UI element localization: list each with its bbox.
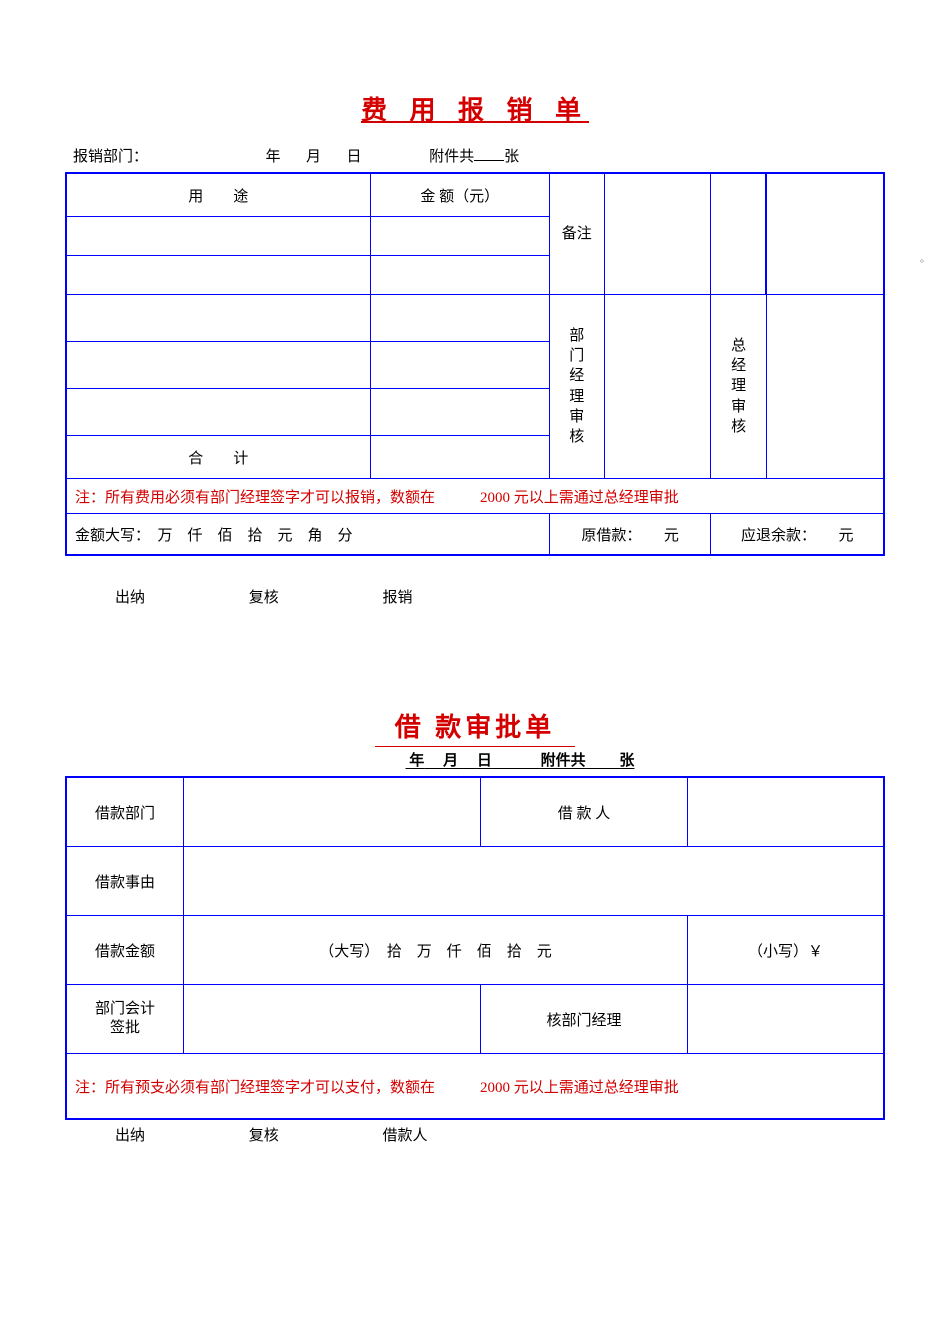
blank-far-right xyxy=(766,173,884,295)
table-row: 借款事由 xyxy=(66,847,884,916)
table-row: 注：所有预支必须有部门经理签字才可以支付，数额在 2000 元以上需通过总经理审… xyxy=(66,1054,884,1120)
form2-title: 借 款审批单 xyxy=(375,707,576,747)
cashier-label: 出纳 xyxy=(115,586,145,607)
year-label: 年 xyxy=(266,149,281,165)
table-row: 用 途 金 额（元） 备注 xyxy=(66,173,884,217)
orig-loan: 原借款： 元 xyxy=(549,514,711,556)
form1-footer: 出纳 复核 报销 xyxy=(65,586,885,607)
expense-table: 用 途 金 额（元） 备注 部门经理审核 总经理审核 xyxy=(65,172,885,556)
dept-acc-label: 部门会计签批 xyxy=(66,985,184,1054)
day-label: 日 xyxy=(347,149,362,165)
year-label: 年 xyxy=(409,753,424,769)
remark-cell xyxy=(604,173,711,295)
dept-mgr-cell xyxy=(604,295,711,479)
attach-suffix: 张 xyxy=(504,149,519,165)
table-row: 金额大写： 万 仟 佰 拾 元 角 分 原借款： 元 应退余款： 元 xyxy=(66,514,884,556)
attach-blank xyxy=(474,145,504,161)
form2-header: 年 月 日 附件共 张 xyxy=(65,749,885,770)
mgr-approve-label: 核部门经理 xyxy=(481,985,688,1054)
col-dept-mgr: 部门经理审核 xyxy=(549,295,604,479)
reason-label: 借款事由 xyxy=(66,847,184,916)
claimer-label: 报销 xyxy=(383,586,413,607)
blank-right xyxy=(711,173,766,295)
table-row: 借款部门 借 款 人 xyxy=(66,777,884,847)
reason-cell xyxy=(184,847,885,916)
amount-cell xyxy=(370,295,549,342)
use-cell xyxy=(66,256,370,295)
col-amount: 金 额（元） xyxy=(370,173,549,217)
table-row: 部门经理审核 总经理审核 xyxy=(66,295,884,342)
amount-words: （大写） 拾 万 仟 佰 拾 元 xyxy=(184,916,688,985)
amount-small: （小写）￥ xyxy=(688,916,885,985)
use-cell xyxy=(66,295,370,342)
form2-footer: 出纳 复核 借款人 xyxy=(65,1124,885,1145)
amount-label: 借款金额 xyxy=(66,916,184,985)
amount-cell xyxy=(370,217,549,256)
col-gm: 总经理审核 xyxy=(711,295,766,479)
refund: 应退余款： 元 xyxy=(711,514,884,556)
margin-dot: 。 xyxy=(920,250,930,265)
attach-prefix: 附件共 xyxy=(541,753,586,769)
month-label: 月 xyxy=(306,149,321,165)
person-cell xyxy=(688,777,885,847)
cashier-label: 出纳 xyxy=(115,1128,145,1144)
dept-label: 报销部门： xyxy=(73,149,148,165)
amount-cell xyxy=(370,256,549,295)
document-page: 费 用 报 销 单 报销部门： 年 月 日 附件共张 用 途 金 额（元） 备注 xyxy=(65,90,885,1145)
form1-header: 报销部门： 年 月 日 附件共 张 xyxy=(73,145,885,166)
month-label: 月 xyxy=(443,753,458,769)
table-row: 部门会计签批 核部门经理 xyxy=(66,985,884,1054)
attach-suffix: 张 xyxy=(619,753,634,769)
amount-cell xyxy=(370,342,549,389)
review-label: 复核 xyxy=(249,586,279,607)
use-cell xyxy=(66,217,370,256)
col-remark: 备注 xyxy=(549,173,604,295)
note-cell: 注：所有费用必须有部门经理签字才可以报销，数额在 2000 元以上需通过总经理审… xyxy=(66,479,884,514)
mgr-approve-cell xyxy=(688,985,885,1054)
gm-cell xyxy=(766,295,884,479)
review-label: 复核 xyxy=(249,1128,279,1144)
note-cell: 注：所有预支必须有部门经理签字才可以支付，数额在 2000 元以上需通过总经理审… xyxy=(66,1054,884,1120)
dept-cell xyxy=(184,777,481,847)
amount-words: 金额大写： 万 仟 佰 拾 元 角 分 xyxy=(66,514,549,556)
use-cell xyxy=(66,389,370,436)
total-cell xyxy=(370,436,549,479)
dept-acc-cell xyxy=(184,985,481,1054)
form1-title: 费 用 报 销 单 xyxy=(65,90,885,127)
total-label: 合 计 xyxy=(66,436,370,479)
person-label: 借 款 人 xyxy=(481,777,688,847)
borrower-label: 借款人 xyxy=(383,1128,428,1144)
use-cell xyxy=(66,342,370,389)
amount-cell xyxy=(370,389,549,436)
attach-prefix: 附件共 xyxy=(429,149,474,165)
day-label: 日 xyxy=(477,753,492,769)
dept-label: 借款部门 xyxy=(66,777,184,847)
loan-table: 借款部门 借 款 人 借款事由 借款金额 （大写） 拾 万 仟 佰 拾 元 （小… xyxy=(65,776,885,1120)
col-use: 用 途 xyxy=(66,173,370,217)
table-row: 借款金额 （大写） 拾 万 仟 佰 拾 元 （小写）￥ xyxy=(66,916,884,985)
table-row: 注：所有费用必须有部门经理签字才可以报销，数额在 2000 元以上需通过总经理审… xyxy=(66,479,884,514)
